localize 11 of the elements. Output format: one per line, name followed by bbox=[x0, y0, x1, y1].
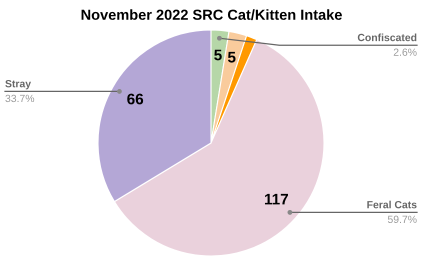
data-label: 5 bbox=[214, 50, 222, 60]
chart-title: November 2022 SRC Cat/Kitten Intake bbox=[82, 9, 342, 20]
data-label: 117 bbox=[264, 194, 288, 204]
text: 33.7% bbox=[5, 94, 34, 102]
data-label: 66 bbox=[127, 94, 144, 104]
slice-label: Stray bbox=[5, 80, 31, 90]
slice-label: Feral Cats bbox=[367, 200, 417, 208]
text: 59.7% bbox=[388, 216, 417, 224]
text: 2.6% bbox=[394, 48, 417, 56]
data-label: 5 bbox=[228, 52, 236, 63]
slice-label: Confiscated bbox=[358, 34, 416, 42]
